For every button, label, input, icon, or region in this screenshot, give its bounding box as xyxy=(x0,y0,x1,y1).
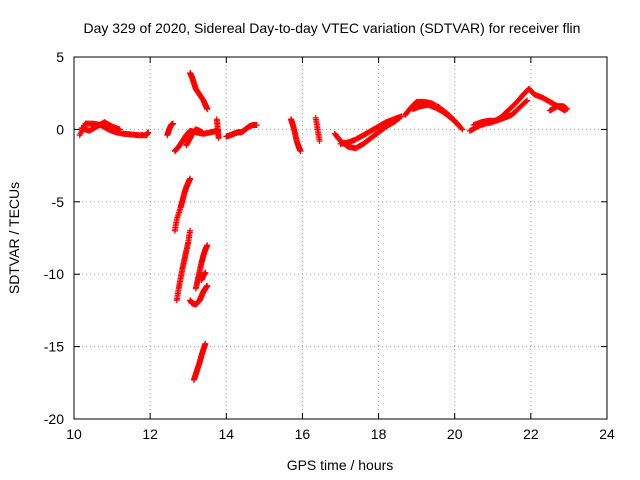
data-point xyxy=(145,129,152,136)
series-arc-h xyxy=(223,122,260,140)
series-drop-a xyxy=(171,175,194,234)
y-tick-label: -15 xyxy=(44,339,64,355)
data-point xyxy=(524,97,531,104)
x-tick-label: 16 xyxy=(295,426,311,442)
series-arc-j xyxy=(312,114,323,144)
data-points xyxy=(76,69,571,383)
data-point xyxy=(458,125,465,132)
series-drop-e xyxy=(198,269,209,283)
series-arc-n xyxy=(409,101,462,129)
series-arc-l xyxy=(337,113,405,147)
data-point xyxy=(454,121,461,128)
x-tick-label: 12 xyxy=(142,426,158,442)
y-tick-label: 0 xyxy=(56,121,64,137)
data-point xyxy=(187,227,194,234)
data-point xyxy=(253,122,260,129)
x-tick-label: 10 xyxy=(66,426,82,442)
x-tick-label: 20 xyxy=(447,426,463,442)
series-drop-b xyxy=(173,227,194,304)
x-tick-label: 22 xyxy=(523,426,539,442)
series-arc-i xyxy=(288,116,304,155)
x-tick-label: 24 xyxy=(599,426,615,442)
data-point xyxy=(398,113,405,120)
axis-ticks: 10 12 14 16 18 20 22 24 5 0 -5 -10 -15 -20 xyxy=(44,49,615,442)
data-point xyxy=(316,137,323,144)
data-point xyxy=(204,242,211,249)
series-drop-f xyxy=(190,340,209,383)
data-point xyxy=(297,148,304,155)
series-drop-d xyxy=(192,242,211,292)
series-arc-r xyxy=(546,103,571,114)
data-point xyxy=(204,282,211,289)
data-point xyxy=(522,98,529,105)
series-arc-c xyxy=(164,120,176,139)
data-point xyxy=(116,126,123,133)
data-point xyxy=(187,175,194,182)
series-arc-e xyxy=(183,126,207,149)
data-point xyxy=(564,106,571,113)
data-point xyxy=(459,126,466,133)
series-drop-c xyxy=(187,282,211,308)
series-arc-p xyxy=(470,97,531,129)
x-tick-label: 18 xyxy=(371,426,387,442)
y-tick-label: 5 xyxy=(56,49,64,65)
series-arc-b xyxy=(78,119,123,134)
x-tick-label: 14 xyxy=(218,426,234,442)
y-tick-label: -5 xyxy=(52,194,65,210)
chart-title: Day 329 of 2020, Sidereal Day-to-day VTE… xyxy=(84,20,581,36)
y-tick-label: -10 xyxy=(44,266,64,282)
data-point xyxy=(169,120,176,127)
data-point xyxy=(204,106,211,113)
data-point xyxy=(202,269,209,276)
y-axis-label: SDTVAR / TECUs xyxy=(6,182,22,294)
series-arc-g xyxy=(213,116,222,142)
data-point xyxy=(202,340,209,347)
y-tick-label: -20 xyxy=(44,411,64,427)
series-arc-f xyxy=(187,69,211,113)
series-arc-q xyxy=(525,85,569,114)
data-point xyxy=(200,130,207,137)
data-point xyxy=(215,135,222,142)
data-point xyxy=(455,122,462,129)
x-axis-label: GPS time / hours xyxy=(287,457,394,473)
plot-frame xyxy=(73,56,608,420)
grid-lines xyxy=(74,57,607,419)
